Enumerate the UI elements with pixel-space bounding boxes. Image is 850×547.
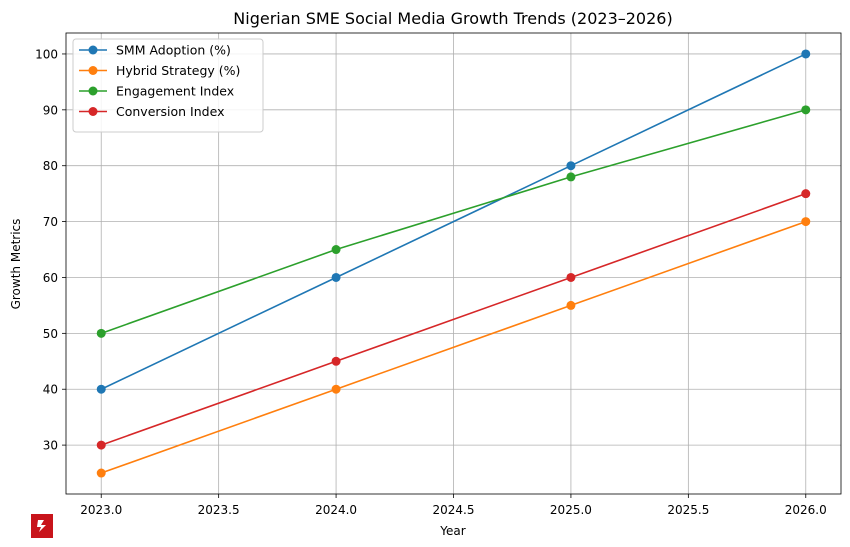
legend-box	[72, 38, 264, 133]
y-tick-label: 100	[35, 47, 58, 61]
brand-logo-icon	[31, 514, 53, 538]
series-lines	[100, 53, 807, 474]
data-point	[96, 384, 106, 394]
data-point	[96, 328, 106, 338]
y-tick-label: 30	[43, 439, 58, 453]
data-point	[331, 272, 341, 282]
legend-label: Hybrid Strategy (%)	[116, 63, 240, 78]
x-tick-label: 2025.0	[550, 503, 592, 517]
data-point	[801, 189, 811, 199]
data-point	[96, 440, 106, 450]
data-point	[566, 161, 576, 171]
data-point	[566, 300, 576, 310]
x-tick-label: 2026.0	[785, 503, 827, 517]
y-axis-ticks: 30 40 50 60 70 80 90 100	[35, 47, 66, 453]
data-point	[801, 105, 811, 115]
series-line	[100, 109, 806, 335]
legend: SMM Adoption (%) Hybrid Strategy (%) Engag…	[72, 38, 264, 133]
y-tick-label: 70	[43, 215, 58, 229]
legend-label: SMM Adoption (%)	[116, 43, 231, 58]
data-point	[566, 272, 576, 282]
legend-marker	[88, 107, 98, 116]
legend-label: Engagement Index	[116, 84, 234, 99]
data-point	[331, 384, 341, 394]
y-tick-label: 80	[43, 159, 58, 173]
data-point	[331, 356, 341, 366]
x-tick-label: 2023.5	[198, 503, 240, 517]
data-point	[96, 468, 106, 478]
x-tick-label: 2024.0	[315, 503, 357, 517]
x-tick-label: 2025.5	[667, 503, 709, 517]
series-line	[100, 192, 807, 446]
legend-label: Conversion Index	[116, 104, 224, 119]
x-axis-ticks: 2023.0 2023.5 2024.0 2024.5 2025.0 2025.5 2026…	[80, 494, 827, 517]
legend-marker	[88, 66, 98, 75]
data-point	[566, 172, 576, 182]
y-tick-label: 40	[43, 383, 58, 397]
series-markers	[96, 49, 811, 478]
series-line	[100, 53, 807, 390]
data-point	[801, 49, 811, 59]
data-point	[331, 245, 341, 255]
y-tick-label: 60	[43, 271, 58, 285]
x-tick-label: 2024.5	[433, 503, 475, 517]
y-tick-label: 90	[43, 103, 58, 117]
y-tick-label: 50	[43, 327, 58, 341]
series-line	[100, 220, 807, 474]
x-axis-label: Year	[439, 524, 465, 538]
legend-marker	[88, 86, 98, 96]
y-axis-label: Growth Metrics	[9, 219, 23, 310]
legend-marker	[88, 45, 98, 55]
data-point	[801, 217, 811, 227]
x-tick-label: 2023.0	[80, 503, 122, 517]
chart-title: Nigerian SME Social Media Growth Trends …	[233, 9, 672, 28]
